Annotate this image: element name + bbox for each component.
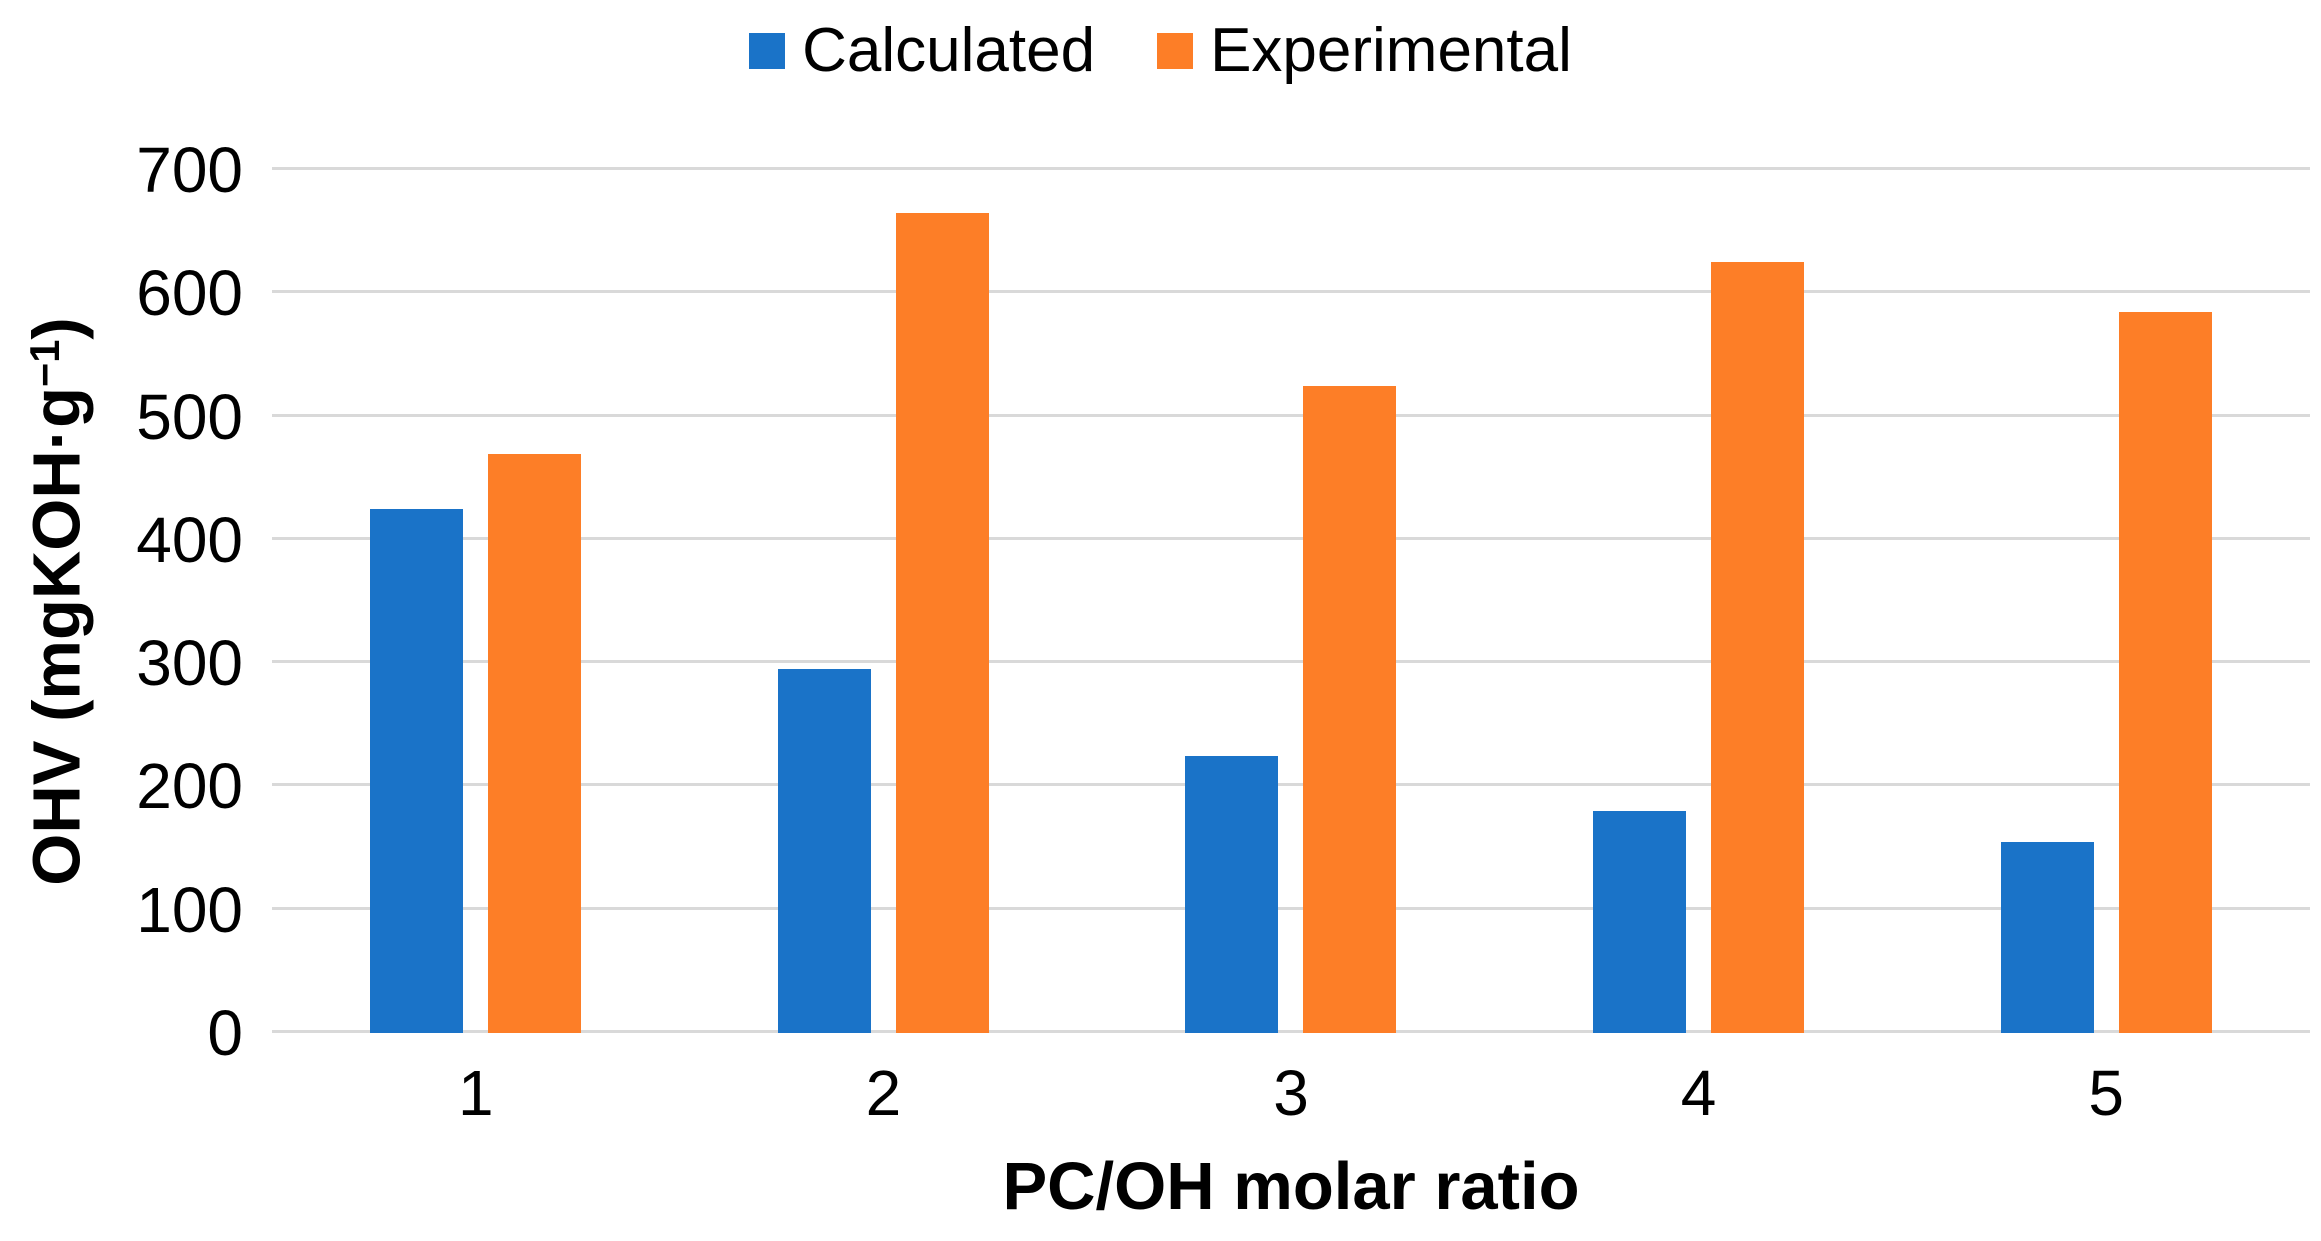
calculated-bar-2	[777, 669, 871, 1033]
bar-group-4	[1495, 170, 1903, 1033]
y-tick-label-600: 600	[136, 257, 243, 330]
y-tick-label-700: 700	[136, 134, 243, 206]
experimental-bar-2	[895, 213, 989, 1033]
x-tick-label-2: 2	[865, 1057, 902, 1129]
experimental-label: Experimental	[1210, 16, 1572, 85]
x-axis-title: PC/OH molar ratio	[1002, 1149, 1580, 1224]
y-tick-label-200: 200	[136, 750, 243, 823]
legend-item-experimental: Experimental	[1157, 12, 1572, 90]
gridline-500	[272, 413, 2310, 417]
gridline-600	[272, 290, 2310, 294]
x-tick-label-1: 1	[458, 1057, 494, 1129]
bar-group-3	[1087, 170, 1495, 1033]
experimental-bar-5	[2118, 311, 2212, 1033]
experimental-bar-4	[1711, 262, 1805, 1033]
gridline-300	[272, 660, 2310, 664]
legend-item-calculated: Calculated	[749, 12, 1095, 90]
gridline-0	[272, 1030, 2310, 1033]
y-tick-label-300: 300	[136, 627, 243, 700]
x-tick-label-4: 4	[1680, 1057, 1717, 1129]
y-tick-label-400: 400	[136, 503, 243, 576]
calculated-bar-4	[1593, 811, 1687, 1033]
bar-group-1	[272, 170, 680, 1033]
y-tick-label-100: 100	[136, 873, 243, 946]
gridline-400	[272, 536, 2310, 540]
x-axis-tick-labels: 1 2 3 4 5	[272, 1056, 2310, 1136]
calculated-bar-1	[370, 509, 464, 1033]
bar-group-2	[680, 170, 1088, 1033]
calculated-bar-3	[1185, 755, 1279, 1033]
y-tick-label-0: 0	[207, 997, 243, 1069]
y-tick-label-500: 500	[136, 380, 243, 453]
experimental-swatch-icon	[1157, 33, 1194, 69]
calculated-bar-5	[2000, 841, 2094, 1033]
legend: Calculated Experimental	[0, 12, 2321, 90]
bar-group-5	[1902, 170, 2310, 1033]
gridline-200	[272, 783, 2310, 787]
plot-area	[272, 167, 2310, 1033]
gridline-100	[272, 906, 2310, 910]
x-tick-label-5: 5	[2088, 1057, 2124, 1129]
x-tick-label-3: 3	[1273, 1057, 1309, 1129]
experimental-bar-1	[488, 453, 582, 1033]
y-axis-tick-labels: 700 600 500 400 300 200 100 0	[0, 134, 243, 1069]
calculated-label: Calculated	[802, 16, 1096, 85]
experimental-bar-3	[1303, 385, 1397, 1033]
calculated-swatch-icon	[749, 33, 786, 69]
gridline-700	[272, 167, 2310, 170]
